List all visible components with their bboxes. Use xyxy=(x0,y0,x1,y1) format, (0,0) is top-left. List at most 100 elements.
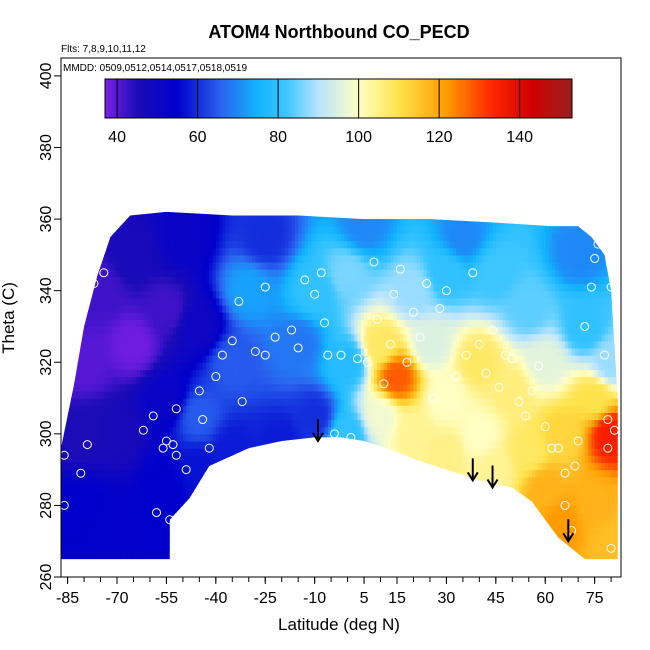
sample-point xyxy=(402,357,412,367)
sample-point xyxy=(250,347,260,357)
sample-point xyxy=(59,450,69,460)
sample-point xyxy=(560,500,570,510)
x-tick-label: 75 xyxy=(586,590,604,607)
sample-point xyxy=(66,325,76,335)
sample-point xyxy=(316,268,326,278)
sample-point xyxy=(227,336,237,346)
colorbar-tick-label: 100 xyxy=(345,129,372,146)
sample-point xyxy=(352,354,362,364)
sample-point xyxy=(260,282,270,292)
sample-point xyxy=(168,440,178,450)
sample-point xyxy=(580,321,590,331)
sample-point xyxy=(547,443,557,453)
down-arrow-icon xyxy=(312,418,324,443)
sample-point xyxy=(603,415,613,425)
sample-point xyxy=(82,440,92,450)
sample-point xyxy=(234,296,244,306)
sample-point xyxy=(596,225,606,235)
y-tick-label: 340 xyxy=(38,277,55,304)
colorbar xyxy=(104,78,573,119)
sample-point xyxy=(112,210,122,220)
sample-point xyxy=(204,443,214,453)
flights-annotation: Flts: 7,8,9,10,11,12 xyxy=(61,44,146,55)
y-axis: 260 280 300 320 340 360 380 400 xyxy=(38,62,61,590)
x-tick-label: 60 xyxy=(536,590,554,607)
chart-title: ATOM4 Northbound CO_PECD xyxy=(208,22,469,42)
sample-point xyxy=(158,443,168,453)
colorbar-tick-label: 40 xyxy=(108,129,126,146)
sample-point xyxy=(603,443,613,453)
sample-point xyxy=(300,275,310,285)
plot-frame xyxy=(60,57,622,578)
sample-point xyxy=(494,382,504,392)
sample-point xyxy=(590,253,600,263)
down-arrow-icon xyxy=(486,465,499,490)
sample-point xyxy=(507,354,517,364)
x-tick-label: 15 xyxy=(388,590,406,607)
sample-point xyxy=(280,443,290,453)
sample-point xyxy=(468,268,478,278)
x-tick-label: 30 xyxy=(438,590,456,607)
sample-point xyxy=(415,332,425,342)
sample-point xyxy=(586,282,596,292)
sample-point xyxy=(514,397,524,407)
sample-point xyxy=(310,289,320,299)
sample-point xyxy=(260,350,270,360)
sample-point xyxy=(76,468,86,478)
sample-point xyxy=(208,468,218,478)
sample-point xyxy=(534,361,544,371)
sample-point xyxy=(329,429,339,439)
x-tick-label: 5 xyxy=(360,590,369,607)
sample-point xyxy=(606,282,616,292)
x-tick-label: -10 xyxy=(303,590,326,607)
sample-point xyxy=(270,332,280,342)
sample-point xyxy=(520,411,530,421)
sample-point xyxy=(474,339,484,349)
sample-point xyxy=(336,350,346,360)
y-tick-label: 300 xyxy=(38,420,55,447)
sample-point xyxy=(428,393,438,403)
dates-annotation: MMDD: 0509,0512,0514,0517,0518,0519 xyxy=(63,63,247,74)
colorbar-tick-label: 80 xyxy=(269,129,287,146)
sample-point xyxy=(408,307,418,317)
sample-point xyxy=(385,339,395,349)
sample-point xyxy=(573,436,583,446)
down-arrow-icon xyxy=(562,519,575,544)
y-axis-label: Theta (C) xyxy=(0,282,18,354)
x-tick-label: 45 xyxy=(487,590,505,607)
sample-point xyxy=(165,515,175,525)
sample-point xyxy=(152,508,162,518)
sample-point xyxy=(287,325,297,335)
sample-point xyxy=(181,465,191,475)
sample-point xyxy=(389,289,399,299)
sample-point xyxy=(369,257,379,267)
sample-point xyxy=(379,379,389,389)
sample-point xyxy=(323,350,333,360)
sample-point xyxy=(184,500,194,510)
sample-point xyxy=(488,325,498,335)
sample-point xyxy=(362,357,372,367)
sample-point xyxy=(441,286,451,296)
sample-point xyxy=(69,314,79,324)
sample-point xyxy=(606,543,616,553)
x-axis: -85 -70 -55 -40 -25 -10 5 15 30 45 60 75 xyxy=(56,577,612,607)
sample-point xyxy=(570,461,580,471)
sample-point xyxy=(451,372,461,382)
x-tick-label: -55 xyxy=(155,590,178,607)
sample-point xyxy=(148,411,158,421)
x-tick-label: -25 xyxy=(254,590,277,607)
sample-point xyxy=(593,239,603,249)
sample-point xyxy=(211,372,221,382)
x-tick-label: -85 xyxy=(56,590,79,607)
y-tick-label: 320 xyxy=(38,349,55,376)
sample-point xyxy=(435,304,445,314)
y-tick-label: 380 xyxy=(38,134,55,161)
y-tick-label: 260 xyxy=(38,564,55,591)
sample-point xyxy=(553,443,563,453)
colorbar-ticks: 40 60 80 100 120 140 xyxy=(108,79,533,146)
sample-point xyxy=(138,425,148,435)
sample-point xyxy=(346,432,356,442)
sample-point xyxy=(237,397,247,407)
sample-point xyxy=(320,318,330,328)
